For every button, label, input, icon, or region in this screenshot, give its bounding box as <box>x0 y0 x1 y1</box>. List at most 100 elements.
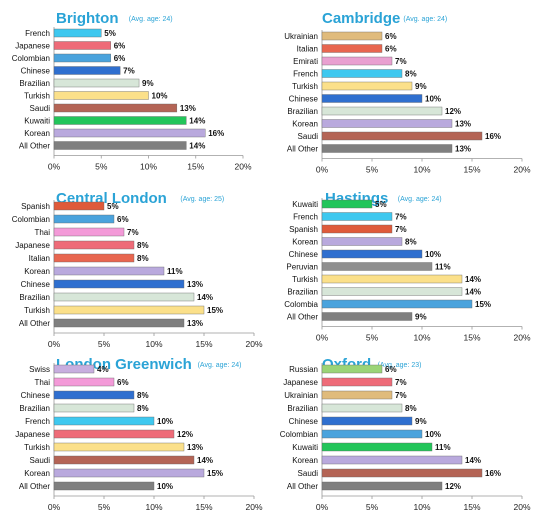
data-label: 8% <box>137 404 149 413</box>
data-label: 13% <box>180 104 196 113</box>
data-label: 8% <box>137 254 149 263</box>
category-label: Brazilian <box>19 404 50 413</box>
category-label: Chinese <box>289 417 319 426</box>
x-tick-label: 10% <box>413 333 430 343</box>
bar <box>53 227 125 237</box>
data-label: 14% <box>197 456 213 465</box>
bar <box>53 468 205 478</box>
bar <box>321 224 393 234</box>
category-label: Kuwaiti <box>292 200 318 209</box>
bar <box>321 390 393 400</box>
bar <box>53 364 95 374</box>
data-label: 14% <box>189 142 205 151</box>
category-label: Colombian <box>12 215 50 224</box>
category-label: All Other <box>19 319 50 328</box>
data-label: 7% <box>395 378 407 387</box>
x-tick-label: 0% <box>316 333 329 343</box>
x-tick-label: 10% <box>145 339 162 349</box>
category-label: All Other <box>19 142 50 151</box>
data-label: 6% <box>114 54 126 63</box>
data-label: 15% <box>207 469 223 478</box>
data-label: 9% <box>415 313 427 322</box>
data-label: 5% <box>104 29 116 38</box>
bar <box>53 481 155 491</box>
data-label: 11% <box>435 443 451 452</box>
data-label: 6% <box>385 365 397 374</box>
category-label: Chinese <box>289 95 319 104</box>
category-label: All Other <box>287 145 318 154</box>
data-label: 12% <box>177 430 193 439</box>
data-label: 10% <box>425 95 441 104</box>
x-tick-label: 5% <box>98 502 111 512</box>
data-label: 16% <box>485 132 501 141</box>
data-label: 13% <box>187 443 203 452</box>
category-label: Thai <box>34 228 50 237</box>
data-label: 14% <box>465 288 481 297</box>
bar <box>321 69 403 78</box>
bar <box>53 403 135 413</box>
bar <box>321 94 423 103</box>
bar <box>321 237 403 246</box>
category-label: Saudi <box>30 104 51 113</box>
category-label: Turkish <box>292 82 318 91</box>
data-label: 6% <box>117 215 129 224</box>
bar <box>321 56 393 66</box>
x-tick-label: 20% <box>245 339 262 349</box>
category-label: Japanese <box>15 430 50 439</box>
bar <box>53 66 121 75</box>
data-label: 8% <box>405 238 417 247</box>
bar <box>321 377 393 387</box>
category-label: Russian <box>289 365 318 374</box>
bar <box>321 106 443 116</box>
bar <box>53 78 140 88</box>
bar <box>321 212 393 221</box>
chart-title: Cambridge <box>322 10 400 27</box>
x-tick-label: 5% <box>366 502 379 512</box>
data-label: 7% <box>395 225 407 234</box>
category-label: Kuwaiti <box>24 117 50 126</box>
data-label: 6% <box>385 32 397 41</box>
bar <box>53 240 135 250</box>
category-label: Chinese <box>289 250 319 259</box>
category-label: French <box>293 70 318 79</box>
data-label: 10% <box>425 430 441 439</box>
category-label: Spanish <box>289 225 318 234</box>
chart-title: Brighton <box>56 10 118 27</box>
bar <box>53 41 111 50</box>
category-label: Colombian <box>280 430 318 439</box>
category-label: French <box>25 29 50 38</box>
bar <box>321 287 463 296</box>
x-tick-label: 20% <box>234 162 251 172</box>
data-label: 8% <box>405 404 417 413</box>
data-label: 5% <box>107 202 119 211</box>
x-tick-label: 0% <box>48 162 61 172</box>
bar <box>321 262 433 271</box>
x-tick-label: 20% <box>245 502 262 512</box>
data-label: 15% <box>207 306 223 315</box>
category-label: Korean <box>24 129 50 138</box>
x-tick-label: 20% <box>513 333 530 343</box>
x-tick-label: 5% <box>95 162 108 172</box>
bar <box>321 119 453 128</box>
data-label: 9% <box>142 79 154 88</box>
chart-subtitle: (Avg. age: 24) <box>398 196 442 203</box>
category-label: Brazilian <box>287 107 318 116</box>
bar <box>53 201 105 211</box>
data-label: 14% <box>465 456 481 465</box>
bar <box>321 468 483 478</box>
x-tick-label: 5% <box>366 333 379 343</box>
category-label: Brazilian <box>19 79 50 88</box>
category-label: Brazilian <box>287 404 318 413</box>
category-label: Colombia <box>284 300 318 309</box>
bar <box>53 442 185 452</box>
data-label: 10% <box>425 250 441 259</box>
bar <box>53 128 206 138</box>
data-label: 13% <box>455 145 471 154</box>
bar <box>321 131 483 141</box>
data-label: 7% <box>395 213 407 222</box>
data-label: 7% <box>123 67 135 76</box>
bar <box>321 481 443 491</box>
category-label: Korean <box>24 267 50 276</box>
data-label: 6% <box>114 42 126 51</box>
category-label: All Other <box>19 482 50 491</box>
